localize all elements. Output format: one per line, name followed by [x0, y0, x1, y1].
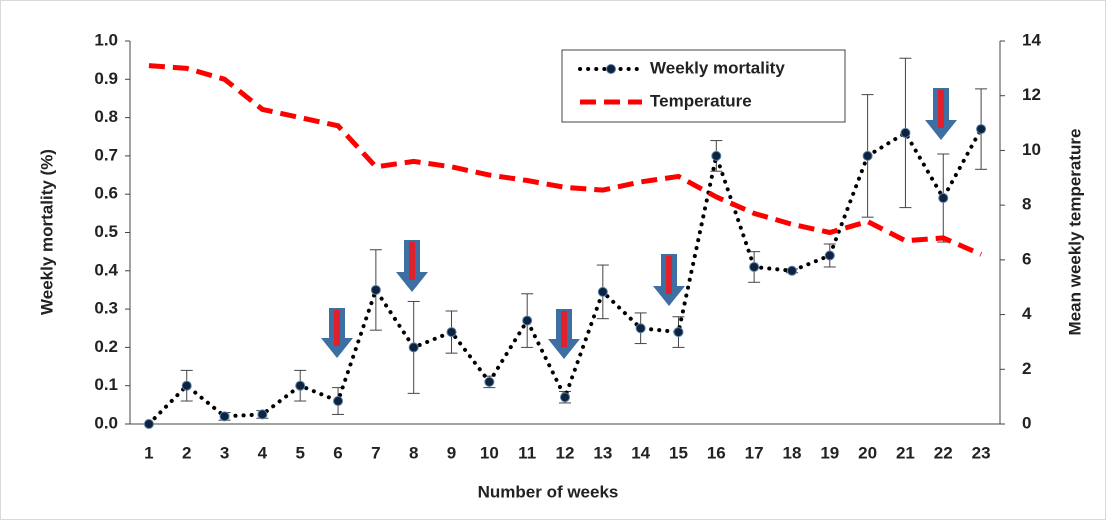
- x-tick-label: 21: [896, 443, 915, 462]
- x-tick-label: 18: [782, 443, 801, 462]
- y2-tick-label: 10: [1022, 140, 1041, 159]
- y2-tick-label: 8: [1022, 195, 1031, 214]
- y-tick-label: 0.7: [94, 145, 118, 164]
- marker: [786, 265, 797, 276]
- marker: [143, 419, 154, 429]
- x-tick-label: 22: [934, 443, 953, 462]
- marker: [976, 124, 987, 135]
- marker: [560, 392, 570, 403]
- marker: [673, 327, 684, 338]
- y-tick-label: 0.1: [94, 375, 118, 394]
- marker: [219, 411, 230, 422]
- mortality-line: [146, 127, 984, 426]
- y2-tick-label: 4: [1022, 304, 1032, 323]
- x-tick-label: 4: [258, 443, 268, 462]
- y-tick-label: 0.0: [94, 413, 118, 432]
- x-tick-label: 1: [144, 443, 153, 462]
- marker: [938, 193, 949, 204]
- y-tick-label: 0.8: [94, 107, 118, 126]
- marker: [181, 380, 192, 391]
- y2-tick-label: 14: [1022, 30, 1041, 49]
- marker: [257, 409, 268, 420]
- y-tick-label: 0.6: [94, 184, 118, 203]
- marker: [408, 342, 419, 353]
- arrows: [321, 88, 957, 359]
- arrow: [653, 254, 685, 306]
- x-axis-title: Number of weeks: [478, 482, 619, 501]
- x-tick-label: 20: [858, 443, 877, 462]
- x-tick-label: 8: [409, 443, 418, 462]
- x-tick-label: 23: [972, 443, 991, 462]
- x-tick-label: 12: [556, 443, 575, 462]
- marker: [900, 127, 911, 138]
- marker: [635, 323, 646, 334]
- y-tick-label: 0.5: [94, 222, 118, 241]
- marker: [522, 315, 533, 326]
- legend-box: [561, 49, 846, 123]
- marker: [824, 250, 835, 261]
- y2-tick-label: 6: [1022, 249, 1031, 268]
- arrow: [396, 240, 428, 292]
- x-tick-label: 15: [669, 443, 688, 462]
- x-tick-label: 6: [333, 443, 342, 462]
- x-tick-label: 3: [220, 443, 229, 462]
- marker: [597, 286, 608, 297]
- x-tick-label: 16: [707, 443, 726, 462]
- legend-label: Weekly mortality: [650, 58, 785, 77]
- legend-label: Temperature: [650, 91, 752, 110]
- y-tick-label: 0.2: [94, 337, 118, 356]
- arrow: [925, 88, 957, 140]
- x-tick-label: 2: [182, 443, 191, 462]
- marker: [749, 261, 760, 272]
- y2-tick-label: 2: [1022, 359, 1031, 378]
- marker: [446, 327, 457, 338]
- x-tick-label: 9: [447, 443, 456, 462]
- x-tick-label: 7: [371, 443, 380, 462]
- marker: [370, 284, 381, 295]
- x-tick-label: 10: [480, 443, 499, 462]
- x-tick-label: 11: [518, 443, 536, 462]
- temperature-line: [148, 63, 983, 257]
- y-tick-label: 0.4: [94, 260, 118, 279]
- marker: [333, 396, 344, 407]
- y-axis-title: Weekly mortality (%): [37, 149, 56, 315]
- arrow: [321, 308, 353, 358]
- y2-tick-label: 12: [1022, 85, 1041, 104]
- y2-axis-title: Mean weekly temperature: [1065, 129, 1084, 336]
- x-tick-label: 17: [745, 443, 764, 462]
- legend: Weekly mortality Temperature: [561, 49, 846, 123]
- x-tick-label: 13: [593, 443, 612, 462]
- marker: [862, 150, 873, 161]
- marker: [711, 150, 722, 161]
- marker: [295, 380, 306, 391]
- legend-marker: [606, 64, 616, 74]
- arrow: [548, 309, 580, 359]
- y-tick-label: 0.9: [94, 69, 118, 88]
- y-tick-label: 1.0: [94, 30, 118, 49]
- y-tick-label: 0.3: [94, 299, 118, 318]
- x-tick-label: 19: [820, 443, 839, 462]
- x-tick-label: 5: [295, 443, 304, 462]
- y2-tick-label: 0: [1022, 413, 1031, 432]
- x-tick-label: 14: [631, 443, 650, 462]
- marker: [484, 376, 495, 387]
